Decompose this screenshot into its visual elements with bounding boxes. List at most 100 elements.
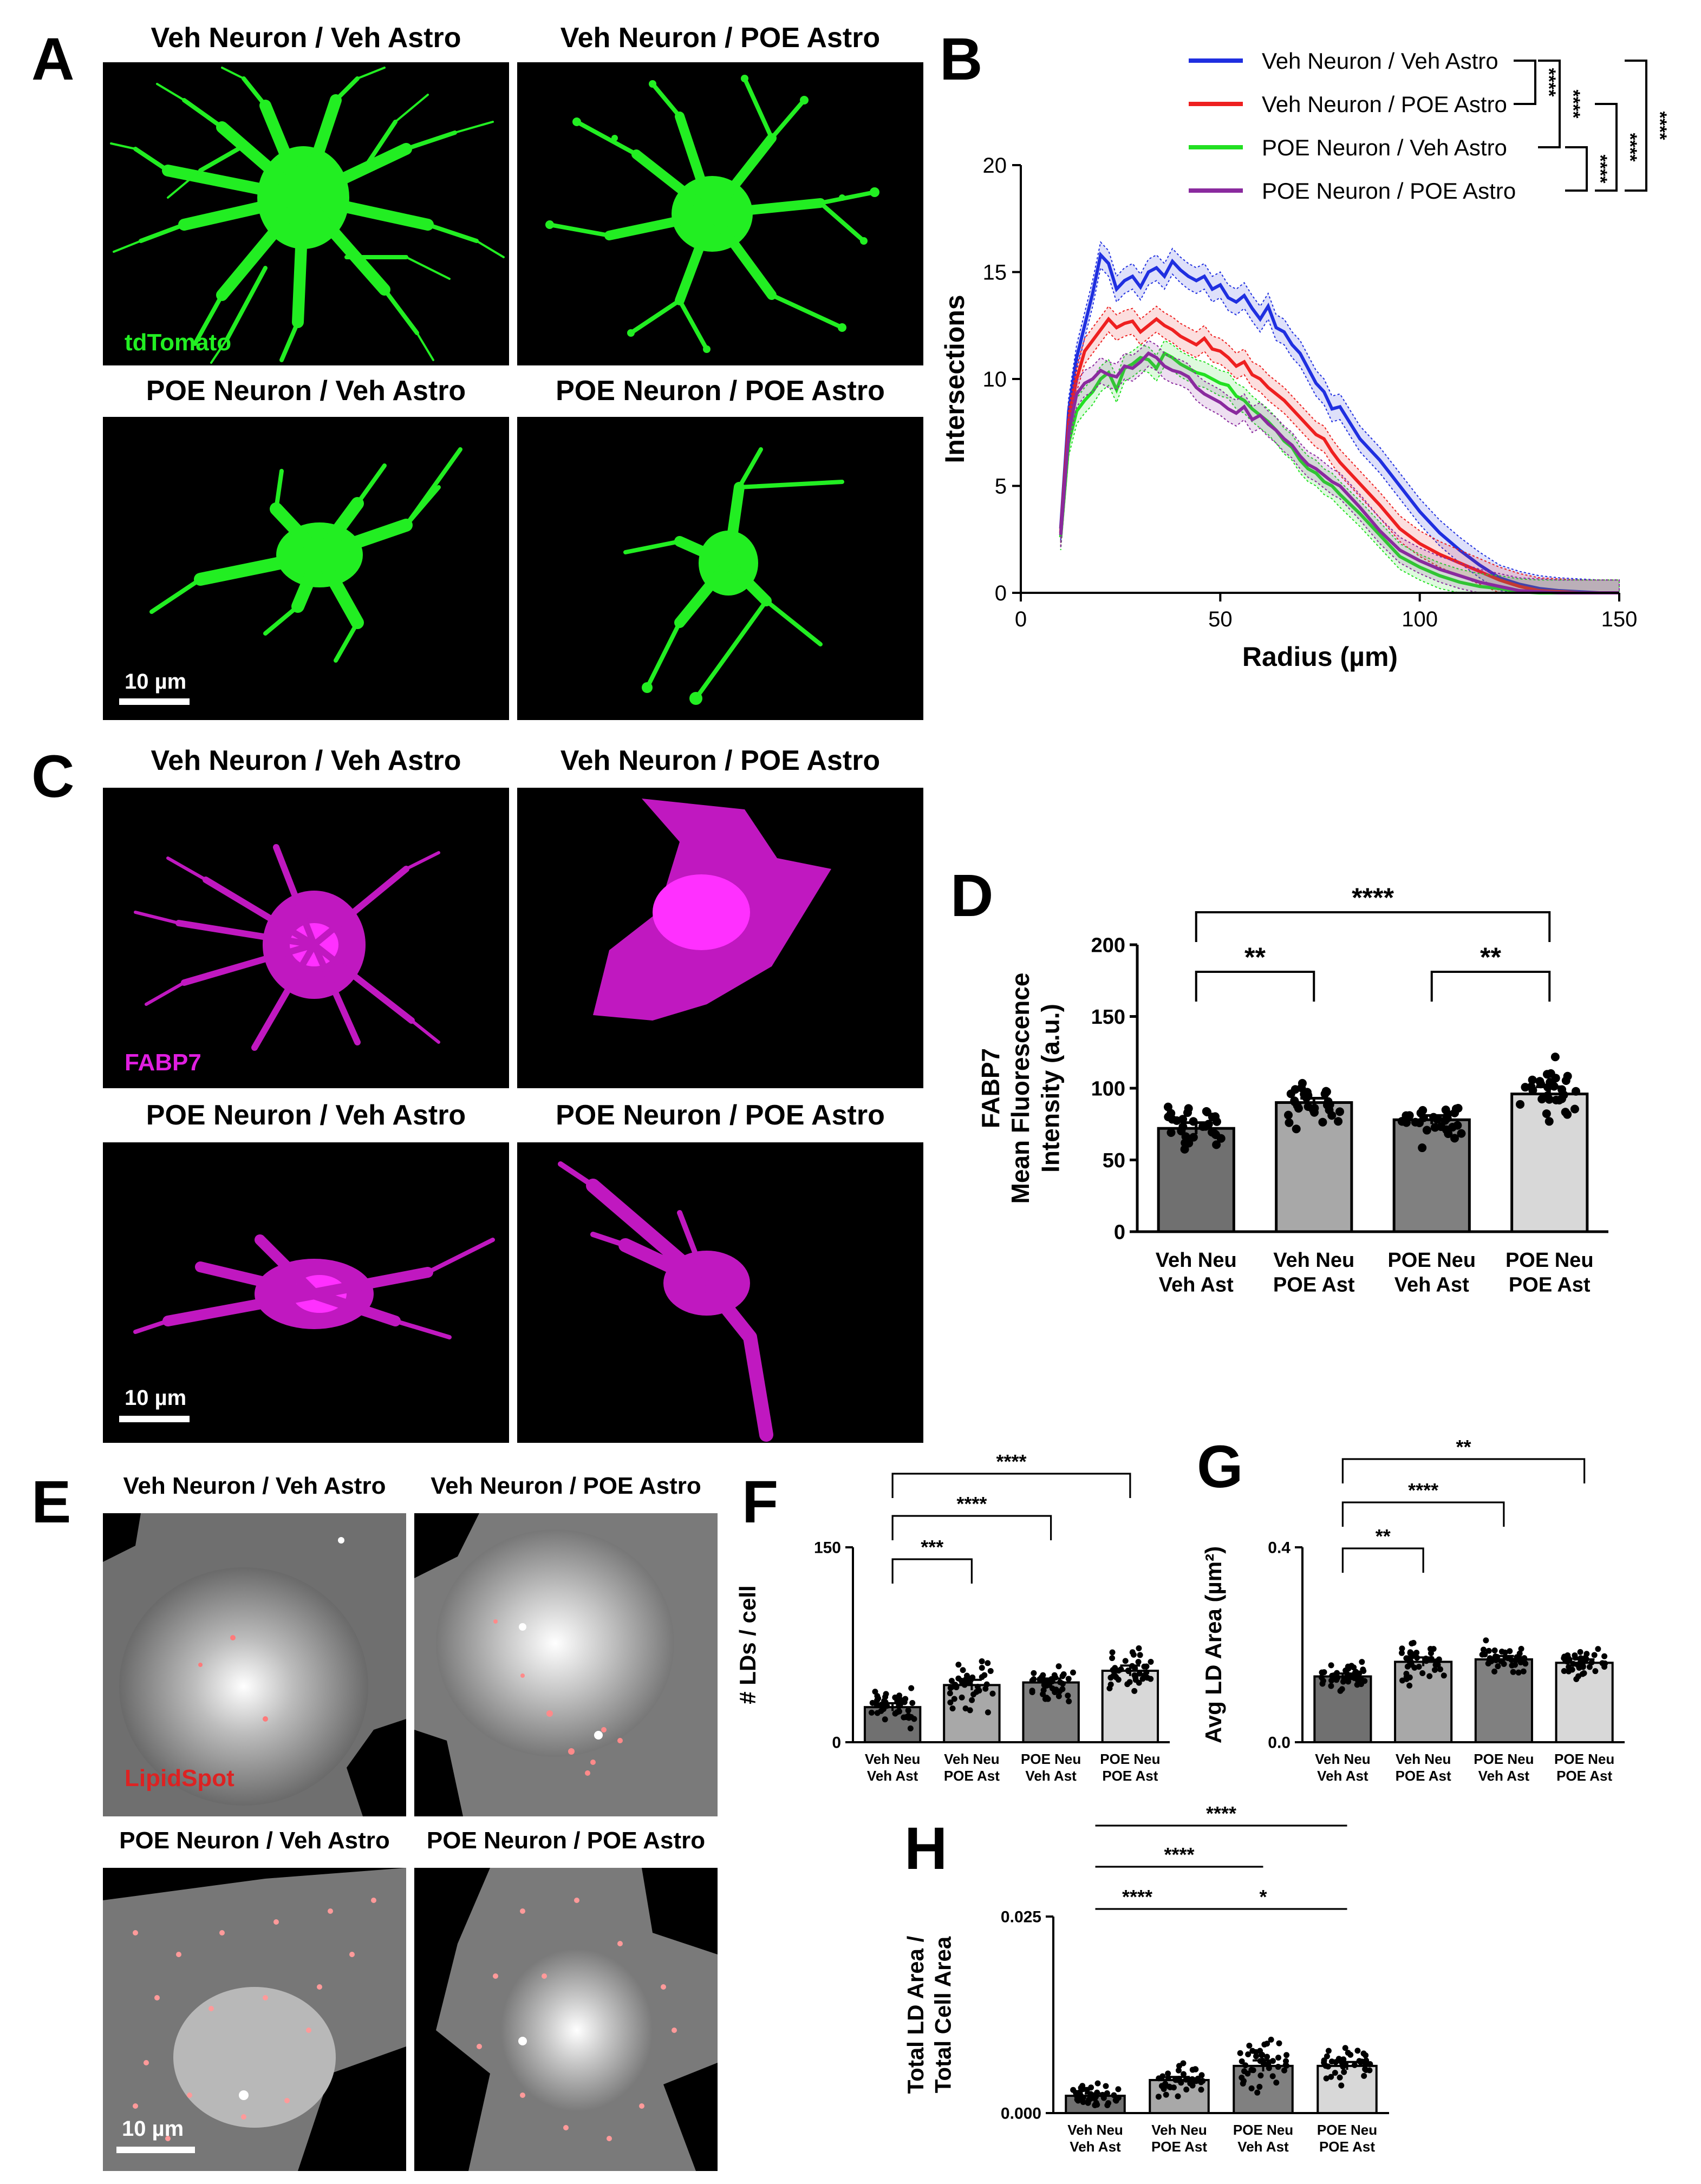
data-point <box>1077 2089 1083 2096</box>
stain-label-fabp7: FABP7 <box>125 1049 201 1076</box>
data-point <box>908 1685 915 1691</box>
data-point <box>1577 1649 1583 1655</box>
data-point <box>1275 2055 1282 2061</box>
data-point <box>1561 1076 1570 1085</box>
data-point <box>1106 1685 1113 1691</box>
data-point <box>989 1690 996 1697</box>
data-point <box>1399 1677 1406 1684</box>
data-point <box>882 1716 888 1723</box>
data-point <box>1323 2075 1329 2082</box>
data-point <box>969 1697 975 1703</box>
x-tick-label: 50 <box>1208 607 1233 631</box>
data-point <box>874 1702 880 1708</box>
data-point <box>1451 1104 1461 1114</box>
data-point <box>1103 2083 1109 2089</box>
data-point <box>1180 2071 1187 2077</box>
legend-label: POE Neuron / Veh Astro <box>1262 135 1507 160</box>
data-point <box>1583 1651 1590 1657</box>
data-point <box>905 1712 911 1719</box>
data-point <box>1360 1666 1366 1673</box>
category-label: Veh Neu <box>1273 1249 1354 1272</box>
data-point <box>1276 2040 1282 2046</box>
data-point <box>1321 2057 1327 2064</box>
panel-label-f: F <box>742 1469 779 1535</box>
y-tick-label: 5 <box>995 475 1007 499</box>
data-point <box>1175 2093 1181 2100</box>
data-point <box>1551 1074 1560 1083</box>
data-point <box>901 1699 908 1705</box>
y-axis-label: Intensity (a.u.) <box>1036 1004 1064 1173</box>
scale-bar-c <box>119 1416 190 1422</box>
data-point <box>979 1665 985 1671</box>
astrocyte-image <box>134 844 440 1051</box>
category-label: POE Ast <box>1396 1768 1451 1784</box>
micrograph-a2 <box>517 62 923 365</box>
data-point <box>1136 1670 1143 1677</box>
data-point <box>1520 1668 1527 1675</box>
data-point <box>1184 1139 1194 1148</box>
data-point <box>1595 1646 1601 1652</box>
data-point <box>1441 1106 1450 1115</box>
data-point <box>1361 2072 1367 2079</box>
micrograph-c1 <box>103 788 509 1088</box>
data-point <box>1354 1682 1360 1688</box>
data-point <box>981 1672 988 1678</box>
data-point <box>983 1681 990 1688</box>
neuron-image <box>623 447 844 705</box>
micrograph-a3 <box>103 417 509 720</box>
data-point <box>1508 1657 1515 1663</box>
data-point <box>949 1705 956 1712</box>
significance-label: **** <box>1164 1843 1194 1866</box>
significance-label: **** <box>1352 882 1394 913</box>
data-point <box>1029 1688 1035 1694</box>
category-label: Veh Neu <box>944 1751 1000 1767</box>
y-tick-label: 0 <box>995 581 1007 605</box>
data-point <box>1122 1658 1129 1664</box>
comparison-bracket <box>891 1515 1052 1540</box>
data-point <box>1441 1672 1447 1679</box>
data-point <box>1516 1100 1525 1109</box>
data-point <box>1399 1645 1405 1652</box>
data-point <box>1450 1134 1459 1143</box>
y-tick-label: 20 <box>983 154 1007 178</box>
data-point <box>1367 2061 1373 2067</box>
panel-e-title-1: Veh Neuron / Veh Astro <box>123 1473 386 1499</box>
significance-bracket <box>1514 60 1536 105</box>
category-label: POE Ast <box>1151 2139 1207 2155</box>
series-line-1 <box>1059 316 1619 594</box>
bar <box>1510 1093 1589 1233</box>
data-point <box>1029 1677 1035 1684</box>
data-point <box>959 1694 965 1701</box>
panel-label-h: H <box>904 1815 948 1882</box>
data-point <box>1183 2076 1189 2083</box>
data-point <box>951 1696 957 1702</box>
data-point <box>1491 1647 1498 1654</box>
data-point <box>1167 2084 1174 2090</box>
micrograph-c4 <box>517 1142 923 1443</box>
category-label: POE Ast <box>1273 1274 1355 1297</box>
astrocyte-image <box>558 1161 773 1442</box>
data-point <box>896 1692 903 1699</box>
data-point <box>1485 1647 1492 1654</box>
data-point <box>960 1667 966 1673</box>
data-point <box>874 1710 881 1716</box>
data-point <box>1254 2089 1261 2096</box>
data-point <box>1057 1679 1064 1685</box>
data-point <box>1135 1659 1142 1665</box>
data-point <box>947 1699 954 1706</box>
data-point <box>1318 1674 1325 1680</box>
data-point <box>1430 1123 1439 1132</box>
data-point <box>1248 2085 1255 2091</box>
data-point <box>1166 1128 1176 1137</box>
data-point <box>1257 2048 1263 2054</box>
comparison-bracket <box>891 1473 1131 1498</box>
data-point <box>1433 1114 1443 1123</box>
data-point <box>1175 2067 1182 2074</box>
data-point <box>1283 2062 1289 2069</box>
data-point <box>1204 1120 1213 1129</box>
lipid-image <box>103 1513 406 1816</box>
data-point <box>1325 2048 1332 2054</box>
comparison-bracket <box>891 1558 973 1584</box>
sem-band-0 <box>1060 241 1620 593</box>
